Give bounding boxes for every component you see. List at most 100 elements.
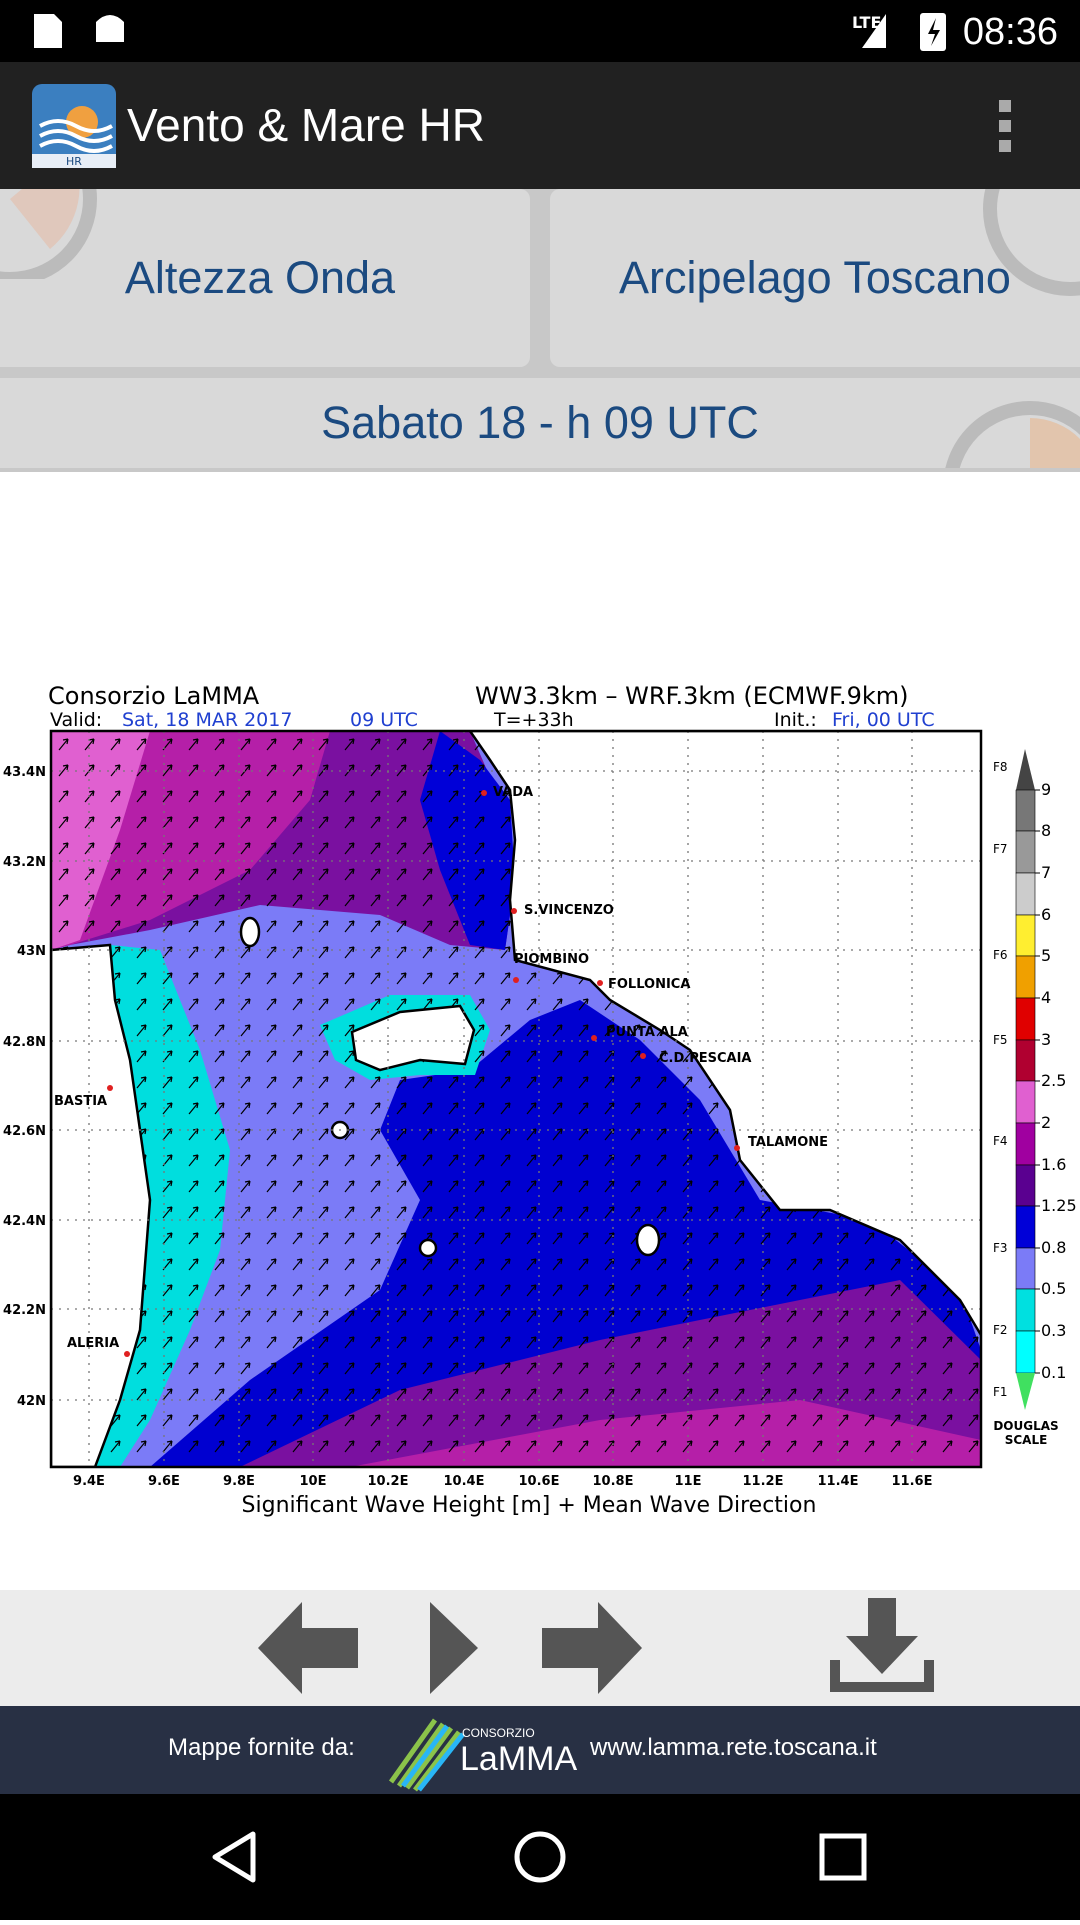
map-model: WW3.3km – WRF.3km (ECMWF.9km)	[475, 682, 909, 710]
valid-date: Sat, 18 MAR 2017	[122, 709, 292, 731]
legend-top	[1016, 749, 1035, 790]
place-label: C.D.PESCAIA	[659, 1051, 751, 1066]
lon-tick-label: 10.6E	[519, 1474, 560, 1489]
map-grid	[51, 731, 981, 1467]
download-button[interactable]	[830, 1598, 934, 1692]
init-label: Init.:	[774, 709, 817, 731]
lon-tick-label: 9.8E	[223, 1474, 255, 1489]
lat-tick-label: 43.2N	[3, 855, 46, 870]
status-icons: LTE 08:36	[34, 11, 1058, 53]
signal-icon	[862, 14, 886, 48]
legend-value: 9	[1041, 780, 1051, 799]
legend-value: 6	[1041, 905, 1051, 924]
clock: 08:36	[963, 11, 1058, 53]
lat-tick-label: 42.8N	[3, 1035, 46, 1050]
legend-swatch	[1015, 955, 1036, 999]
recents-button[interactable]	[819, 1833, 867, 1881]
lat-tick-label: 42N	[17, 1394, 46, 1409]
legend-swatch	[1015, 1122, 1036, 1166]
previous-button[interactable]	[258, 1602, 358, 1694]
lat-tick-label: 42.2N	[3, 1303, 46, 1318]
legend-swatch	[1015, 830, 1036, 874]
lon-tick-label: 11.2E	[743, 1474, 784, 1489]
place-dot	[124, 1351, 130, 1357]
legend-value: 0.1	[1041, 1363, 1066, 1382]
area-label: Arcipelago Toscano	[619, 252, 1011, 303]
place-dot	[640, 1053, 646, 1059]
credit: Mappe fornite da:	[168, 1734, 355, 1761]
legend-swatch	[1015, 997, 1036, 1041]
legend-value: 3	[1041, 1030, 1051, 1049]
legend-swatch	[1015, 1080, 1036, 1124]
map-caption: Significant Wave Height [m] + Mean Wave …	[242, 1493, 817, 1518]
place-dot	[734, 1145, 740, 1151]
place-dot	[597, 980, 603, 986]
place-label: S.VINCENZO	[524, 903, 614, 918]
legend-swatch	[1015, 1288, 1036, 1332]
lat-tick-label: 42.4N	[3, 1214, 46, 1229]
legend-swatch	[1015, 914, 1036, 957]
android-icon	[96, 15, 124, 42]
place-label: PUNTA ALA	[606, 1025, 688, 1040]
time-label: Sabato 18 - h 09 UTC	[321, 397, 759, 448]
footer: Mappe fornite da: CONSORZIO LaMMA www.la…	[0, 1706, 1080, 1794]
time-button[interactable]: Sabato 18 - h 09 UTC	[0, 378, 1080, 468]
lon-tick-label: 9.6E	[148, 1474, 180, 1489]
nav-icons	[212, 1831, 867, 1883]
lon-tick-label: 10.8E	[593, 1474, 634, 1489]
charge-icon	[928, 18, 940, 46]
variable-button[interactable]: Altezza Onda	[0, 189, 530, 367]
place-dot	[481, 790, 487, 796]
legend-value: 7	[1041, 863, 1051, 882]
back-button[interactable]	[212, 1831, 256, 1883]
douglas-label: F7	[993, 842, 1008, 856]
map-frame	[49, 729, 983, 1469]
map-title: Consorzio LaMMA	[48, 682, 260, 710]
lon-tick-label: 10.4E	[444, 1474, 485, 1489]
valid-hour: 09 UTC	[350, 709, 418, 731]
douglas-label: F5	[993, 1033, 1008, 1047]
url[interactable]: www.lamma.rete.toscana.it	[590, 1734, 877, 1761]
sd-icon	[34, 14, 62, 48]
map-panel: Consorzio LaMMA WW3.3km – WRF.3km (ECMWF…	[0, 472, 1080, 1590]
douglas-label: F4	[993, 1134, 1008, 1148]
button-decoration	[945, 401, 1080, 468]
lon-tick-label: 11.4E	[818, 1474, 859, 1489]
lon-tick-label: 9.4E	[73, 1474, 105, 1489]
home-button[interactable]	[514, 1831, 566, 1883]
button-decoration	[983, 189, 1080, 296]
button-decoration	[0, 189, 97, 279]
app-title: Vento & Mare HR	[127, 99, 485, 151]
legend-bottom	[1016, 1373, 1035, 1410]
legend-value: 2	[1041, 1113, 1051, 1132]
logo-name: LaMMA	[460, 1740, 578, 1778]
lat-tick-label: 43.4N	[3, 765, 46, 780]
area-button[interactable]: Arcipelago Toscano	[550, 189, 1080, 367]
wave-map: Consorzio LaMMA WW3.3km – WRF.3km (ECMWF…	[3, 682, 1077, 1518]
legend-value: 5	[1041, 946, 1051, 965]
lamma-logo-mark	[388, 1718, 465, 1792]
legend-value: 2.5	[1041, 1071, 1066, 1090]
legend-value: 0.5	[1041, 1279, 1066, 1298]
play-button[interactable]	[430, 1602, 478, 1694]
navigation-bar	[0, 1794, 1080, 1920]
legend-swatch	[1015, 1330, 1036, 1374]
logo-top: CONSORZIO	[462, 1726, 535, 1740]
douglas-label: F1	[993, 1385, 1008, 1399]
place-label: PIOMBINO	[514, 952, 589, 967]
app-icon[interactable]: HR	[32, 84, 116, 168]
place-label: BASTIA	[54, 1094, 107, 1109]
legend: 9 8 7 6 5 4 3 2.5 2 1.6 1.25 0.8 0.5 0.3 0.1 F8 F7 F6 F5 F4…	[993, 749, 1077, 1447]
status-bar: LTE 08:36	[0, 0, 1080, 62]
next-button[interactable]	[542, 1602, 642, 1694]
place-dot	[511, 908, 517, 914]
scale-title: SCALE	[1005, 1433, 1048, 1447]
place-label: VADA	[493, 785, 533, 800]
place-label: TALAMONE	[748, 1135, 828, 1150]
overflow-menu[interactable]	[990, 98, 1020, 154]
lead-time: T=+33h	[493, 709, 574, 731]
legend-swatch	[1015, 1247, 1036, 1290]
place-dot	[591, 1035, 597, 1041]
lat-tick-label: 42.6N	[3, 1124, 46, 1139]
